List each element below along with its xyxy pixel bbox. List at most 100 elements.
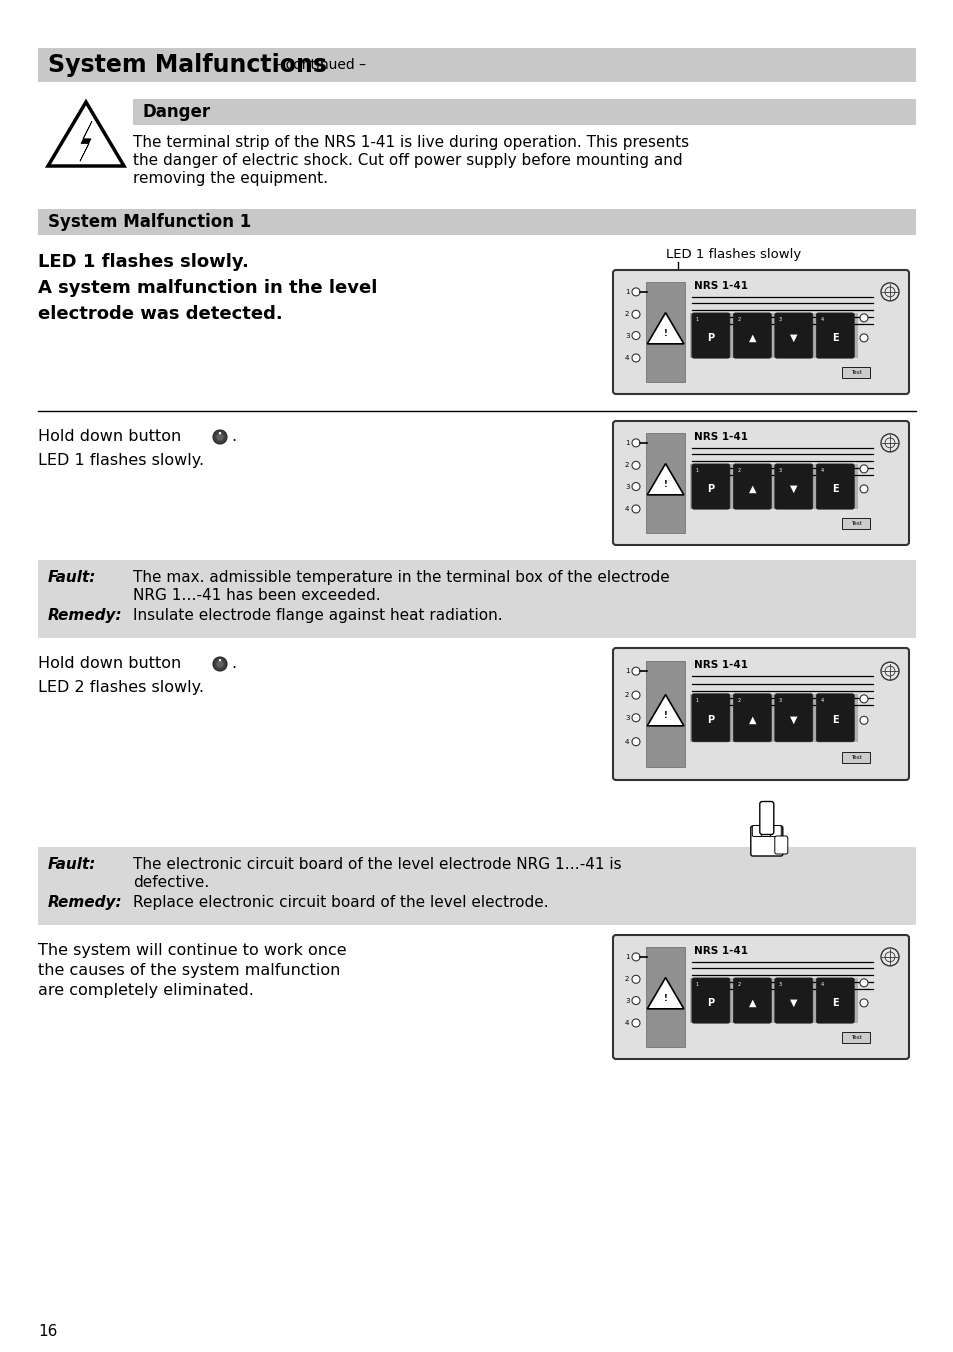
Text: 2: 2 [624, 976, 629, 983]
FancyBboxPatch shape [691, 464, 729, 510]
Text: 3: 3 [624, 484, 629, 489]
Circle shape [218, 658, 221, 661]
Circle shape [631, 288, 639, 296]
Text: NRS 1-41: NRS 1-41 [694, 946, 747, 956]
Circle shape [631, 714, 639, 722]
Text: !: ! [663, 994, 667, 1003]
Circle shape [631, 691, 639, 699]
Text: E: E [831, 333, 838, 342]
FancyBboxPatch shape [38, 210, 915, 235]
Circle shape [631, 354, 639, 362]
Circle shape [213, 430, 227, 443]
Text: 1: 1 [624, 668, 629, 675]
Polygon shape [48, 101, 124, 166]
FancyBboxPatch shape [750, 826, 782, 856]
Text: 3: 3 [778, 698, 781, 703]
Circle shape [631, 439, 639, 448]
Circle shape [859, 485, 867, 493]
Circle shape [213, 657, 227, 671]
Text: NRG 1…-41 has been exceeded.: NRG 1…-41 has been exceeded. [132, 588, 380, 603]
Polygon shape [646, 464, 683, 495]
Text: are completely eliminated.: are completely eliminated. [38, 983, 253, 998]
FancyBboxPatch shape [733, 312, 771, 358]
Text: The max. admissible temperature in the terminal box of the electrode: The max. admissible temperature in the t… [132, 571, 669, 585]
Circle shape [631, 311, 639, 318]
Text: P: P [706, 998, 714, 1007]
Circle shape [216, 434, 223, 441]
FancyBboxPatch shape [613, 270, 908, 393]
FancyBboxPatch shape [613, 420, 908, 545]
Text: 1: 1 [695, 468, 699, 473]
Text: ▼: ▼ [789, 715, 797, 725]
FancyBboxPatch shape [691, 312, 729, 358]
Text: – continued –: – continued – [270, 58, 366, 72]
FancyBboxPatch shape [691, 694, 729, 742]
FancyBboxPatch shape [645, 434, 684, 533]
FancyBboxPatch shape [733, 464, 771, 510]
Text: 1: 1 [695, 982, 699, 987]
Text: 4: 4 [820, 698, 822, 703]
FancyBboxPatch shape [132, 99, 915, 124]
Text: 4: 4 [624, 506, 629, 512]
Text: Hold down button: Hold down button [38, 429, 181, 443]
Text: LED 1 flashes slowly.: LED 1 flashes slowly. [38, 453, 204, 468]
Text: LED 2 flashes slowly.: LED 2 flashes slowly. [38, 680, 204, 695]
FancyBboxPatch shape [760, 826, 772, 837]
FancyBboxPatch shape [645, 661, 684, 767]
Text: LED 1 flashes slowly: LED 1 flashes slowly [665, 247, 801, 261]
Polygon shape [646, 312, 683, 343]
Text: 1: 1 [695, 698, 699, 703]
Text: ▲: ▲ [748, 484, 756, 493]
FancyBboxPatch shape [38, 49, 915, 82]
FancyBboxPatch shape [841, 368, 869, 379]
Text: ▲: ▲ [748, 715, 756, 725]
Text: !: ! [663, 329, 667, 338]
Text: Test: Test [850, 521, 861, 526]
Text: 4: 4 [820, 982, 822, 987]
FancyBboxPatch shape [841, 518, 869, 529]
Text: LED 1 flashes slowly.: LED 1 flashes slowly. [38, 253, 249, 270]
Text: Hold down button: Hold down button [38, 656, 181, 671]
FancyBboxPatch shape [613, 936, 908, 1059]
Text: !: ! [663, 711, 667, 719]
FancyBboxPatch shape [733, 694, 771, 742]
FancyBboxPatch shape [816, 694, 853, 742]
Text: 2: 2 [624, 462, 629, 468]
Text: 3: 3 [778, 316, 781, 322]
Circle shape [631, 975, 639, 983]
FancyBboxPatch shape [689, 314, 857, 358]
Circle shape [880, 283, 898, 301]
Circle shape [631, 667, 639, 675]
Circle shape [218, 431, 221, 434]
Text: Remedy:: Remedy: [48, 895, 123, 910]
Text: 1: 1 [624, 955, 629, 960]
Text: 4: 4 [624, 356, 629, 361]
Text: 2: 2 [737, 316, 740, 322]
Circle shape [631, 996, 639, 1005]
Circle shape [880, 948, 898, 965]
Text: The system will continue to work once: The system will continue to work once [38, 942, 346, 959]
Circle shape [859, 999, 867, 1007]
FancyBboxPatch shape [645, 948, 684, 1046]
Text: Insulate electrode flange against heat radiation.: Insulate electrode flange against heat r… [132, 608, 502, 623]
Text: 2: 2 [624, 692, 629, 698]
Text: E: E [831, 715, 838, 725]
FancyBboxPatch shape [841, 1033, 869, 1044]
Text: ▲: ▲ [748, 998, 756, 1007]
Text: A system malfunction in the level: A system malfunction in the level [38, 279, 377, 297]
Text: 16: 16 [38, 1324, 57, 1338]
Text: Fault:: Fault: [48, 857, 96, 872]
FancyBboxPatch shape [816, 312, 853, 358]
Text: Replace electronic circuit board of the level electrode.: Replace electronic circuit board of the … [132, 895, 548, 910]
Text: removing the equipment.: removing the equipment. [132, 170, 328, 187]
FancyBboxPatch shape [774, 694, 812, 742]
Text: 3: 3 [624, 998, 629, 1003]
FancyBboxPatch shape [752, 826, 762, 837]
Text: Fault:: Fault: [48, 571, 96, 585]
FancyBboxPatch shape [613, 648, 908, 780]
Text: 1: 1 [695, 316, 699, 322]
Text: 4: 4 [624, 738, 629, 745]
FancyBboxPatch shape [645, 283, 684, 381]
FancyBboxPatch shape [816, 464, 853, 510]
Text: 3: 3 [778, 468, 781, 473]
